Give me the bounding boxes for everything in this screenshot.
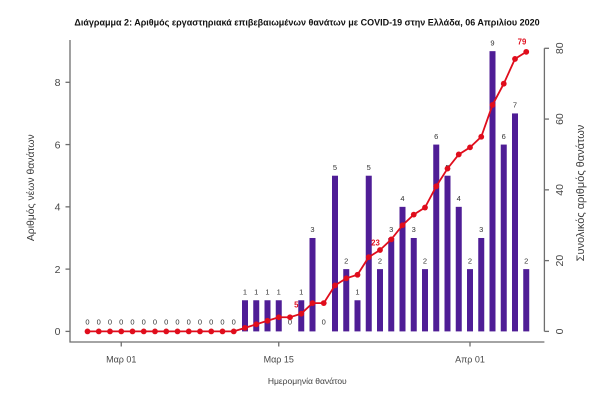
svg-text:0: 0 [322, 318, 326, 327]
svg-text:20: 20 [554, 255, 566, 267]
svg-text:0: 0 [220, 318, 224, 327]
svg-text:5: 5 [294, 301, 299, 310]
svg-text:0: 0 [85, 318, 89, 327]
svg-text:2: 2 [524, 256, 528, 265]
svg-text:0: 0 [288, 318, 292, 327]
svg-text:2: 2 [344, 256, 348, 265]
svg-text:6: 6 [434, 132, 438, 141]
svg-text:2: 2 [468, 256, 472, 265]
svg-text:4: 4 [55, 202, 61, 214]
svg-text:2: 2 [423, 256, 427, 265]
svg-text:0: 0 [119, 318, 123, 327]
svg-text:4: 4 [457, 194, 461, 203]
svg-text:1: 1 [243, 287, 247, 296]
svg-text:0: 0 [108, 318, 112, 327]
svg-text:Διάγραμμα 2: Αριθμός εργαστηρι: Διάγραμμα 2: Αριθμός εργαστηριακά επιβεβ… [74, 17, 539, 27]
svg-text:79: 79 [518, 38, 527, 47]
svg-text:0: 0 [130, 318, 134, 327]
svg-text:0: 0 [232, 318, 236, 327]
svg-text:60: 60 [554, 113, 566, 125]
svg-text:0: 0 [198, 318, 202, 327]
svg-text:0: 0 [187, 318, 191, 327]
svg-text:1: 1 [299, 287, 303, 296]
svg-text:0: 0 [153, 318, 157, 327]
svg-text:Αριθμός νέων θανάτων: Αριθμός νέων θανάτων [25, 134, 37, 241]
svg-text:2: 2 [378, 256, 382, 265]
svg-text:1: 1 [254, 287, 258, 296]
svg-text:0: 0 [175, 318, 179, 327]
svg-text:Απρ 01: Απρ 01 [455, 355, 485, 365]
svg-text:4: 4 [400, 194, 404, 203]
svg-text:80: 80 [554, 42, 566, 54]
svg-text:6: 6 [55, 139, 61, 151]
svg-text:3: 3 [389, 225, 393, 234]
svg-text:40: 40 [554, 184, 566, 196]
svg-text:6: 6 [502, 132, 506, 141]
svg-text:3: 3 [412, 225, 416, 234]
svg-text:1: 1 [355, 287, 359, 296]
svg-text:9: 9 [490, 38, 494, 47]
svg-text:5: 5 [333, 163, 337, 172]
svg-text:8: 8 [55, 77, 61, 89]
svg-text:Ημερομηνία θανάτου: Ημερομηνία θανάτου [268, 376, 347, 386]
svg-text:0: 0 [554, 328, 566, 334]
svg-text:0: 0 [209, 318, 213, 327]
svg-text:23: 23 [371, 238, 380, 247]
svg-text:Συνολικός αριθμός θανάτων: Συνολικός αριθμός θανάτων [575, 124, 587, 261]
svg-text:0: 0 [164, 318, 168, 327]
svg-text:1: 1 [277, 287, 281, 296]
svg-text:0: 0 [142, 318, 146, 327]
svg-text:1: 1 [265, 287, 269, 296]
svg-text:Μαρ 01: Μαρ 01 [106, 355, 136, 365]
svg-text:5: 5 [367, 163, 371, 172]
svg-text:0: 0 [55, 326, 61, 338]
svg-text:3: 3 [479, 225, 483, 234]
svg-text:Μαρ 15: Μαρ 15 [264, 355, 294, 365]
svg-text:0: 0 [97, 318, 101, 327]
svg-text:7: 7 [513, 101, 517, 110]
svg-text:2: 2 [55, 264, 61, 276]
svg-text:3: 3 [310, 225, 314, 234]
